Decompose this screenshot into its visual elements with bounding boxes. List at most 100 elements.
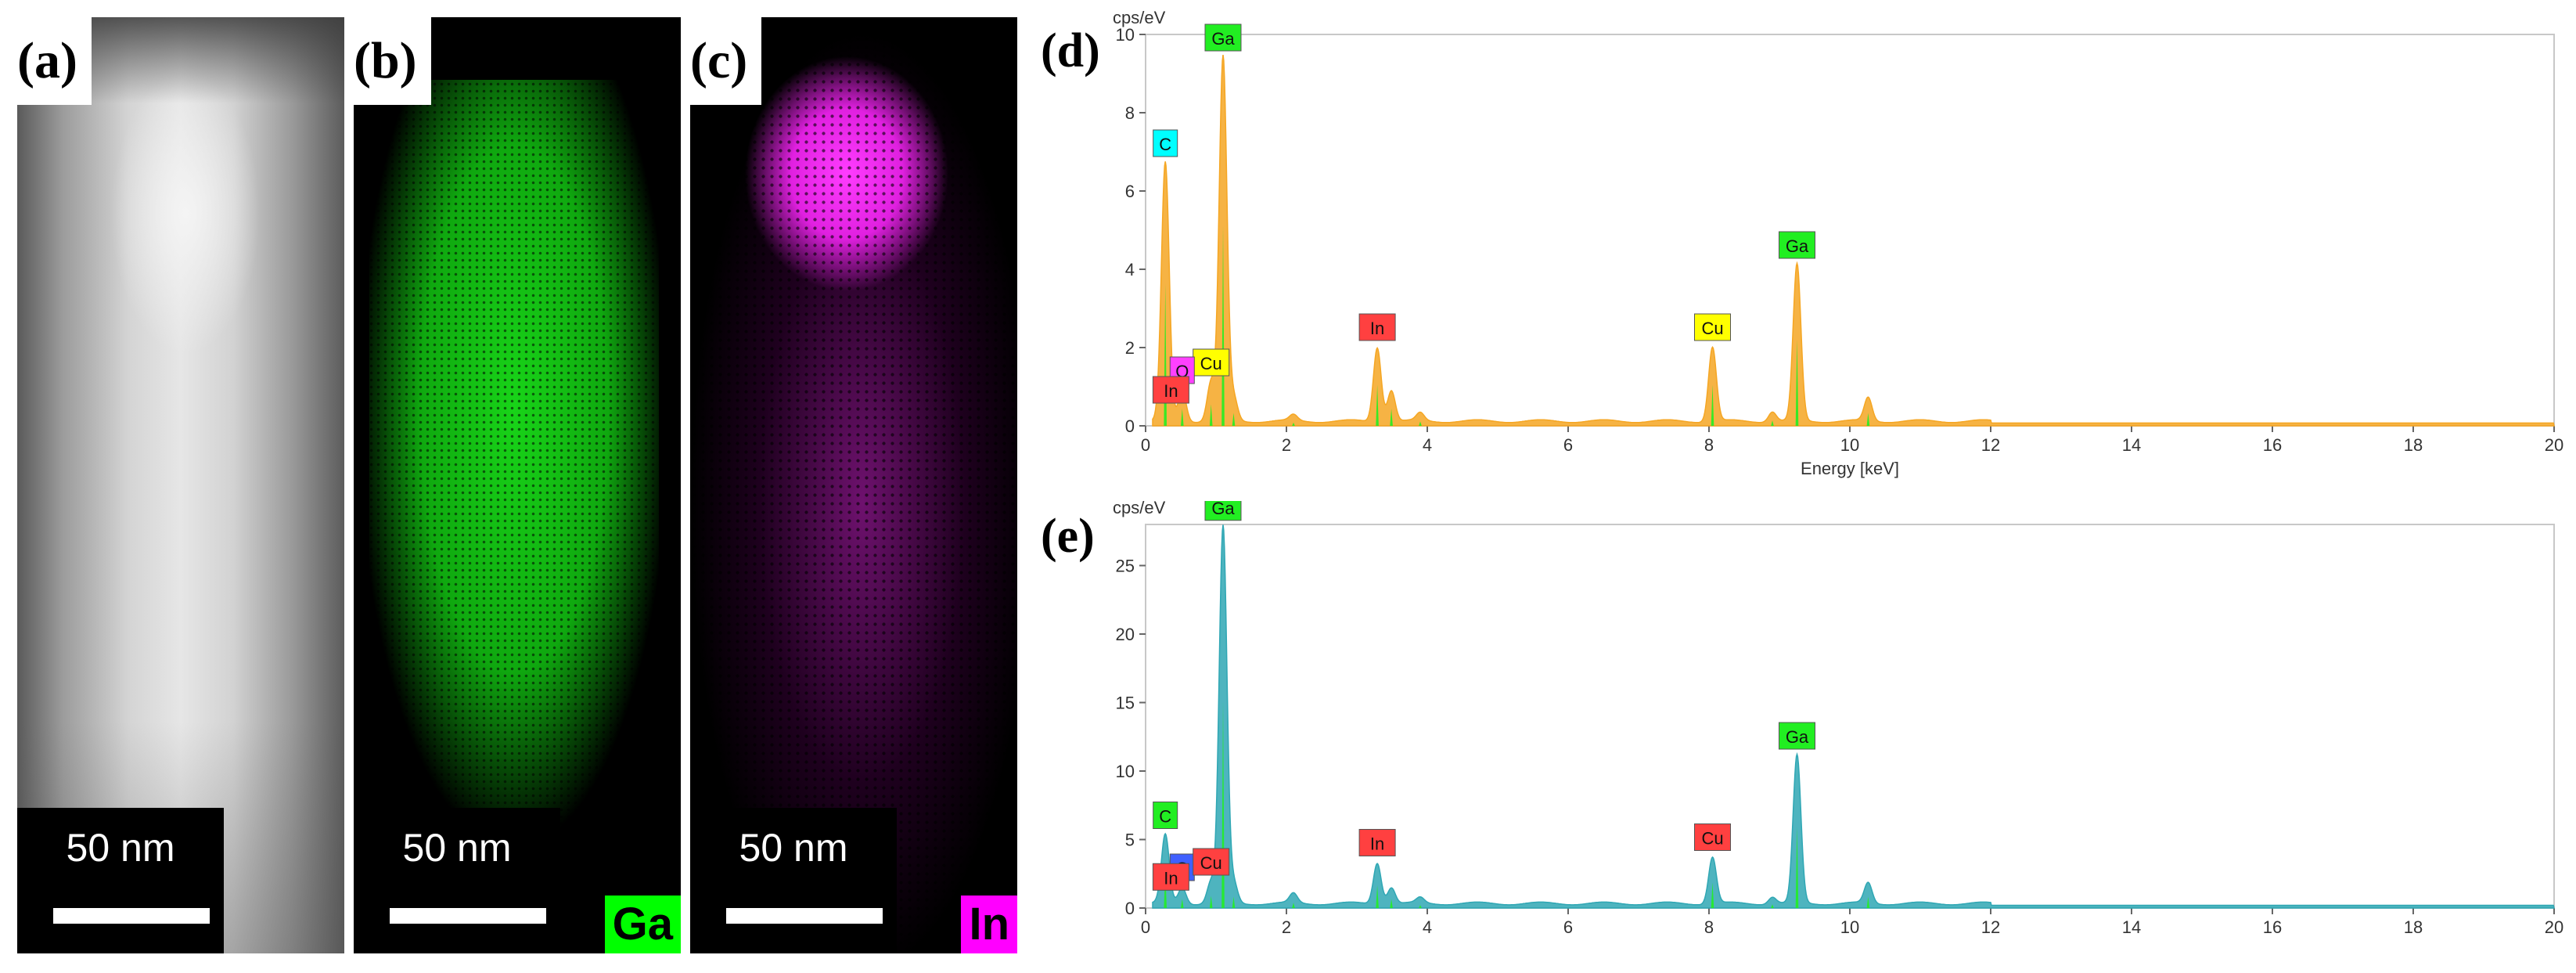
peak-component [1419,421,1422,426]
y-tick-label: 4 [1125,260,1135,279]
element-label-text: In [1164,868,1178,888]
element-label: Ga [1204,23,1242,52]
x-tick-label: 10 [1840,435,1859,455]
element-label-text: Ga [1211,29,1235,49]
x-tick-label: 10 [1840,917,1859,937]
element-label-text: In [1370,834,1384,854]
y-tick-label: 6 [1125,182,1135,201]
peak-component [1376,384,1379,426]
x-tick-label: 12 [1981,917,2000,937]
element-label-text: C [1159,135,1171,154]
eds-spectrum-d: 0 2 4 6 8 10 0 2 4 6 8 10 12 14 16 18 20 cps/eV Energy [ke… [1113,11,2563,478]
in-element-tag: In [961,896,1017,953]
peak-component [1232,896,1236,908]
scale-bar-text-c: 50 nm [739,826,848,870]
panel-label-c: (c) [690,17,762,105]
x-tick-label: 18 [2404,917,2423,937]
element-label-box [1779,231,1815,259]
scale-bar-c [726,908,883,924]
scale-bar-text-a: 50 nm [66,826,175,870]
peak-component [1795,340,1799,426]
x-tick-label: 14 [2122,917,2141,937]
element-label-text: Ga [1786,236,1809,256]
spectrum-series [1152,55,2555,427]
element-label-text: C [1159,807,1171,827]
element-label-text: In [1370,319,1384,338]
x-tick-label: 18 [2404,435,2423,455]
element-label-box [1193,348,1230,377]
ga-map-panel: (b) 50 nm Ga [354,17,681,953]
element-label-text: Cu [1701,829,1723,849]
y-tick-label: 15 [1116,694,1135,713]
spectrum-series [1152,524,2555,909]
element-label: In [1152,376,1189,404]
x-tick-label: 2 [1282,917,1291,937]
element-label: Cu [1694,313,1731,341]
element-label: Cu [1193,348,1230,377]
panel-label-a: (a) [17,17,92,105]
panel-label-d: (d) [1041,24,1100,77]
element-label-box [1358,829,1396,856]
x-tick-label: 20 [2545,917,2563,937]
peak-component [1209,896,1213,908]
in-map-panel: (c) 50 nm In [690,17,1017,953]
scale-bar-text-b: 50 nm [402,826,512,870]
element-label: Cu [1193,848,1230,876]
x-tick-label: 16 [2263,435,2282,455]
element-label-text: Ga [1211,501,1235,518]
element-label-box [1153,802,1178,829]
peak-component [1795,827,1799,908]
y-tick-label: 20 [1116,625,1135,644]
element-label: Ga [1204,501,1242,521]
peak-component [1711,882,1714,908]
element-label: C [1153,129,1178,157]
element-label: Cu [1694,823,1731,851]
plot-frame [1145,524,2555,909]
element-label-box [1694,823,1731,851]
x-tick-label: 4 [1423,917,1432,937]
y-tick-label: 5 [1125,831,1135,850]
element-label-box [1152,376,1189,404]
peak-component [1866,896,1870,908]
peak-component [1232,413,1236,426]
x-axis-label: Energy [keV] [1801,459,1899,478]
element-label-text: Cu [1200,354,1222,373]
element-label-box [1204,501,1242,521]
y-tick-label: 0 [1125,416,1135,436]
element-label: Ga [1779,231,1815,259]
peak-component [1419,905,1422,908]
scale-bar-box-b: 50 nm [354,808,560,953]
x-tick-label: 12 [1981,435,2000,455]
element-label-box [1779,722,1815,750]
x-tick-label: 20 [2545,435,2563,455]
peak-component [1390,409,1393,426]
x-tick-label: 0 [1141,435,1150,455]
scale-bar-box-c: 50 nm [690,808,897,953]
peak-component [1181,899,1184,908]
y-tick-label: 10 [1116,25,1135,45]
x-tick-label: 14 [2122,435,2141,455]
element-label-box [1204,23,1242,52]
peak-component [1866,413,1870,426]
x-tick-label: 16 [2263,917,2282,937]
peak-component [1292,422,1295,426]
element-label-text: Cu [1701,319,1723,338]
ga-element-tag: Ga [604,896,681,953]
element-label: In [1358,829,1396,856]
haadf-image-panel: (a) 50 nm [17,17,344,953]
element-label-box [1694,313,1731,341]
y-axis-label: cps/eV [1113,501,1166,517]
peak-component [1181,409,1184,426]
x-tick-label: 8 [1704,917,1714,937]
element-label-text: In [1164,381,1178,401]
peak-component [1771,420,1774,426]
peak-component [1711,384,1714,426]
y-tick-label: 8 [1125,103,1135,123]
panel-label-e: (e) [1041,510,1095,563]
y-tick-label: 0 [1125,899,1135,918]
scale-bar-a [53,908,210,924]
peak-component [1390,899,1393,908]
eds-spectrum-e: 051015202502468101214161820cps/eVGaCOInC… [1113,501,2563,937]
x-tick-label: 6 [1563,435,1573,455]
element-label: In [1358,313,1396,341]
